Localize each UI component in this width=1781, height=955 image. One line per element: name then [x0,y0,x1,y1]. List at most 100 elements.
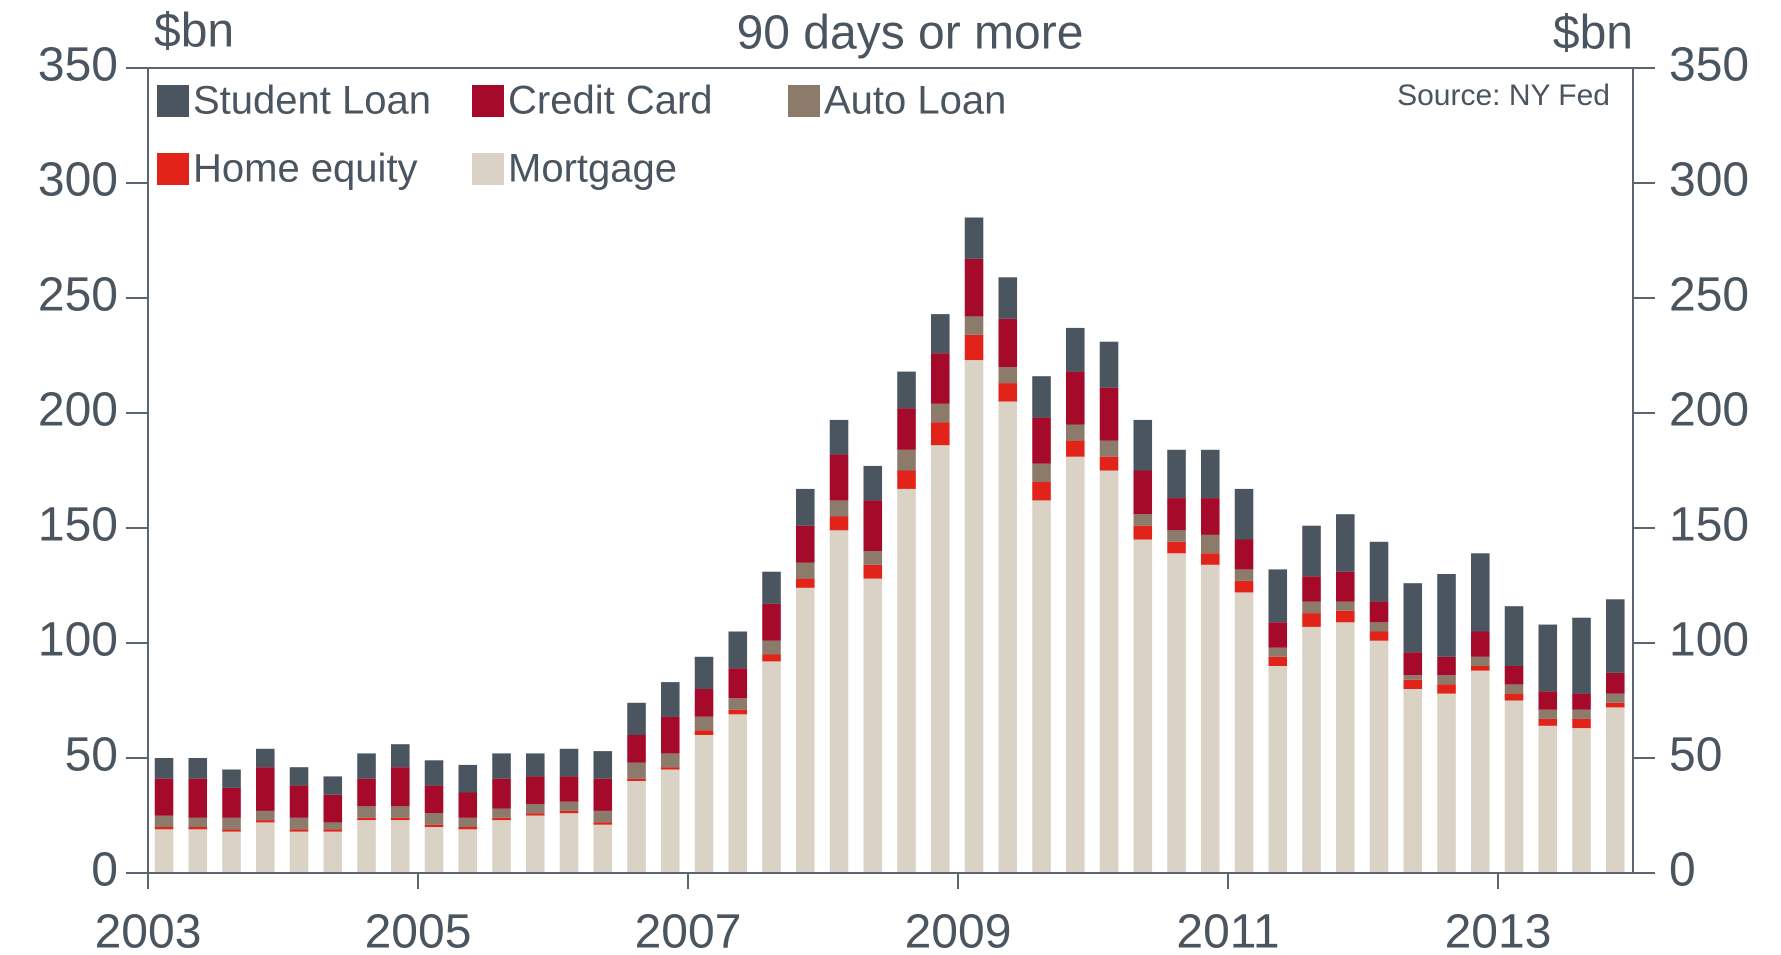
bar-segment [222,829,241,832]
bar-segment [1201,564,1220,873]
bar-segment [964,360,984,874]
bar-segment [1133,470,1153,515]
bar-segment [289,767,309,786]
bar-segment [154,778,174,816]
bar-segment [154,758,174,779]
bar-segment [492,778,511,809]
bar-segment [1133,539,1153,873]
bar-segment [694,730,714,735]
bar-segment [357,778,376,807]
bar-segment [1099,440,1119,457]
bar-segment [1099,456,1119,471]
legend-label: Auto Loan [824,79,1006,123]
bar-segment [1369,631,1389,641]
bar-segment [559,813,579,873]
bar-segment [1268,569,1288,623]
bar-segment [1606,693,1625,703]
y-tick-label: 250 [38,269,118,322]
bar-segment [391,820,410,873]
bar-segment [458,817,478,827]
source-note: Source: NY Fed [1397,79,1610,112]
legend-swatch [472,85,504,117]
bar-segment [526,815,545,873]
bar-segment [1504,684,1524,694]
bar-segment [289,831,309,873]
bar-segment [796,562,815,579]
bar-segment [1504,606,1524,666]
bar-segment [1234,569,1254,581]
bar-segment [1268,647,1288,657]
legend-swatch [472,153,504,185]
bar-segment [188,817,208,827]
bar-segment [1268,666,1288,873]
bar-segment [1032,463,1051,482]
bar-segment [1336,601,1355,611]
bar-segment [559,810,579,814]
bar-segment [728,709,748,715]
bar-segment [1066,456,1085,873]
legend-label: Credit Card [508,79,713,123]
bar-segment [728,668,748,699]
bar-segment [1268,656,1288,666]
y2-tick-label: 200 [1669,384,1749,437]
bar-segment [931,403,950,423]
bar-segment [796,587,815,873]
bar-segment [154,829,174,873]
bar-segment [1572,718,1591,729]
bar-segment [829,516,849,531]
bar-segment [1606,707,1625,873]
bar-segment [526,813,545,816]
bar-segment [1403,583,1423,653]
bar-segment [424,827,444,873]
bar-segment [357,806,376,818]
bar-segment [1268,622,1288,648]
bar-segment [931,422,950,446]
bar-segment [1606,599,1625,673]
bar-segment [1572,693,1591,710]
bar-segment [424,760,444,786]
y2-tick-label: 350 [1669,39,1749,92]
bar-segment [1369,622,1389,632]
y-tick-label: 200 [38,384,118,437]
bar-segment [559,801,579,811]
bar-segment [762,654,781,662]
bar-segment [897,488,916,873]
bar-segment [1302,613,1321,627]
bar-segment [1538,709,1558,719]
bar-segment [1167,530,1186,542]
bar-segment [1167,449,1186,499]
bar-segment [323,822,343,830]
bar-segment [323,794,343,823]
bar-segment [897,371,916,409]
x-tick-label: 2013 [1445,906,1552,955]
bar-segment [829,419,849,455]
legend-label: Mortgage [508,147,677,191]
bar-segment [998,277,1018,319]
bar-segment [998,367,1018,384]
bar-segment [1099,470,1119,873]
bar-segment [1167,498,1186,531]
bar-segment [661,767,680,770]
bar-segment [1606,672,1625,694]
bar-segment [1403,689,1423,873]
bar-segment [1032,500,1051,873]
bar-segment [1336,622,1355,873]
bar-segment [762,571,781,604]
bar-segment [593,810,613,823]
y-tick-label: 350 [38,39,118,92]
bar-segment [762,603,781,641]
bar-segment [728,631,748,669]
bar-segment [323,776,343,795]
y-tick-label: 50 [65,729,118,782]
bar-segment [1032,376,1051,418]
bar-segment [188,778,208,818]
y-tick-label: 300 [38,154,118,207]
bar-segment [1201,534,1220,554]
bar-segment [627,702,646,735]
bar-segment [1302,576,1321,602]
y2-tick-label: 100 [1669,614,1749,667]
x-tick-label: 2007 [635,906,742,955]
bar-segment [492,820,511,873]
bar-segment [424,824,444,827]
